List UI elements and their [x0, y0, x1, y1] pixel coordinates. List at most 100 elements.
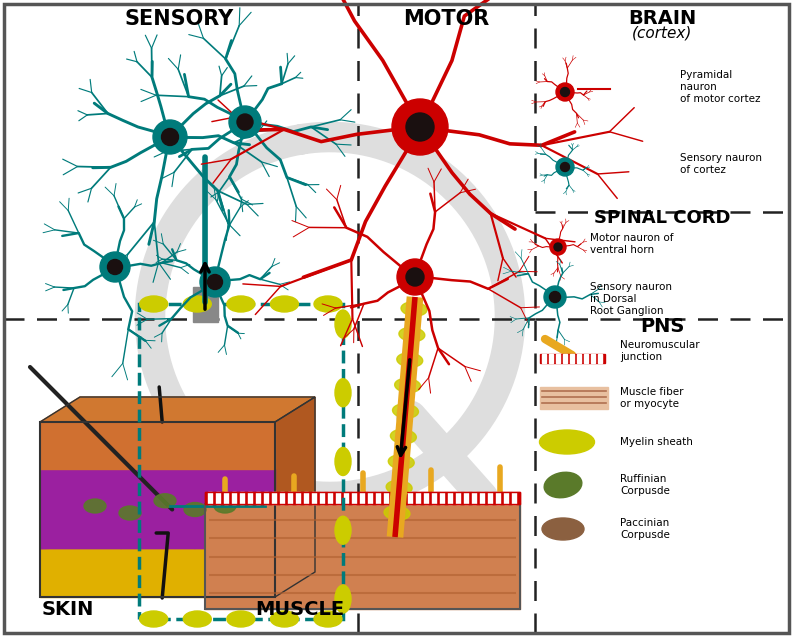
Circle shape	[229, 106, 261, 138]
Bar	[448, 492, 452, 504]
Ellipse shape	[227, 296, 255, 312]
Ellipse shape	[84, 499, 106, 513]
Bar	[416, 492, 420, 504]
Circle shape	[561, 87, 569, 96]
Bar	[336, 492, 340, 504]
Text: Sensory nauron
of cortez: Sensory nauron of cortez	[680, 153, 762, 175]
Circle shape	[550, 239, 566, 255]
Circle shape	[556, 158, 574, 176]
Bar	[598, 354, 602, 363]
Ellipse shape	[393, 404, 419, 418]
Ellipse shape	[119, 506, 141, 520]
Text: BRAIN: BRAIN	[628, 9, 696, 28]
Ellipse shape	[542, 518, 584, 540]
Bar	[352, 492, 356, 504]
Ellipse shape	[401, 302, 427, 316]
Bar	[40, 548, 275, 597]
Text: Motor nauron of
ventral horn: Motor nauron of ventral horn	[590, 233, 673, 255]
Bar	[584, 354, 588, 363]
Ellipse shape	[140, 296, 167, 312]
Bar	[312, 492, 316, 504]
Bar	[208, 492, 212, 504]
Ellipse shape	[399, 327, 425, 341]
Circle shape	[162, 129, 178, 145]
Bar	[496, 492, 500, 504]
Bar	[432, 492, 436, 504]
Circle shape	[200, 267, 230, 297]
Bar	[320, 492, 324, 504]
Circle shape	[100, 252, 130, 282]
Circle shape	[554, 243, 562, 251]
Bar	[556, 354, 560, 363]
Bar	[344, 492, 348, 504]
Ellipse shape	[270, 611, 298, 627]
Ellipse shape	[389, 455, 414, 469]
Bar	[480, 492, 484, 504]
Bar	[240, 492, 244, 504]
Ellipse shape	[314, 611, 342, 627]
Text: SENSORY: SENSORY	[125, 9, 234, 29]
Bar	[40, 469, 275, 548]
Ellipse shape	[539, 430, 595, 454]
Bar	[456, 492, 460, 504]
Bar	[232, 492, 236, 504]
Circle shape	[397, 259, 433, 295]
Circle shape	[544, 286, 566, 308]
Bar	[376, 492, 380, 504]
Text: SKIN: SKIN	[42, 600, 94, 619]
Text: PNS: PNS	[640, 317, 684, 336]
Bar	[591, 354, 595, 363]
Ellipse shape	[183, 296, 211, 312]
Bar	[440, 492, 444, 504]
Ellipse shape	[396, 353, 423, 367]
Ellipse shape	[140, 611, 167, 627]
Bar	[304, 492, 308, 504]
Bar	[224, 492, 228, 504]
Text: (cortex): (cortex)	[632, 25, 692, 40]
Bar	[542, 354, 546, 363]
Circle shape	[392, 99, 448, 155]
Bar	[216, 492, 220, 504]
Polygon shape	[40, 397, 315, 422]
Polygon shape	[275, 397, 315, 597]
Ellipse shape	[214, 499, 236, 513]
Bar	[205, 492, 520, 504]
Text: Muscle fiber
or myocyte: Muscle fiber or myocyte	[620, 387, 684, 409]
Ellipse shape	[544, 472, 582, 497]
Text: SPINAL CORD: SPINAL CORD	[594, 209, 730, 227]
Ellipse shape	[386, 480, 412, 494]
Ellipse shape	[335, 379, 351, 407]
Bar	[360, 492, 364, 504]
Ellipse shape	[314, 296, 342, 312]
Bar	[512, 492, 516, 504]
Circle shape	[237, 114, 253, 130]
Ellipse shape	[335, 585, 351, 613]
Bar	[368, 492, 372, 504]
Bar	[205, 504, 520, 609]
Ellipse shape	[335, 516, 351, 544]
Text: Myelin sheath: Myelin sheath	[620, 437, 693, 447]
Bar	[40, 422, 275, 469]
Bar	[577, 354, 581, 363]
Bar	[193, 287, 218, 322]
Bar	[264, 492, 268, 504]
Bar	[549, 354, 553, 363]
Text: Ruffinian
Corpusde: Ruffinian Corpusde	[620, 474, 670, 496]
Circle shape	[406, 268, 424, 286]
Bar	[280, 492, 284, 504]
Text: Neuromuscular
junction: Neuromuscular junction	[620, 340, 699, 362]
Bar	[563, 354, 567, 363]
Text: MOTOR: MOTOR	[403, 9, 489, 29]
Circle shape	[550, 292, 561, 303]
Circle shape	[556, 83, 574, 101]
Bar	[408, 492, 412, 504]
Bar	[40, 422, 275, 597]
Circle shape	[406, 113, 434, 141]
Bar	[328, 492, 332, 504]
Bar	[256, 492, 260, 504]
Text: Sensory nauron
in Dorsal
Root Ganglion: Sensory nauron in Dorsal Root Ganglion	[590, 282, 672, 317]
Ellipse shape	[183, 611, 211, 627]
Text: Paccinian
Corpusde: Paccinian Corpusde	[620, 518, 670, 540]
Bar	[384, 492, 388, 504]
Circle shape	[153, 120, 187, 154]
